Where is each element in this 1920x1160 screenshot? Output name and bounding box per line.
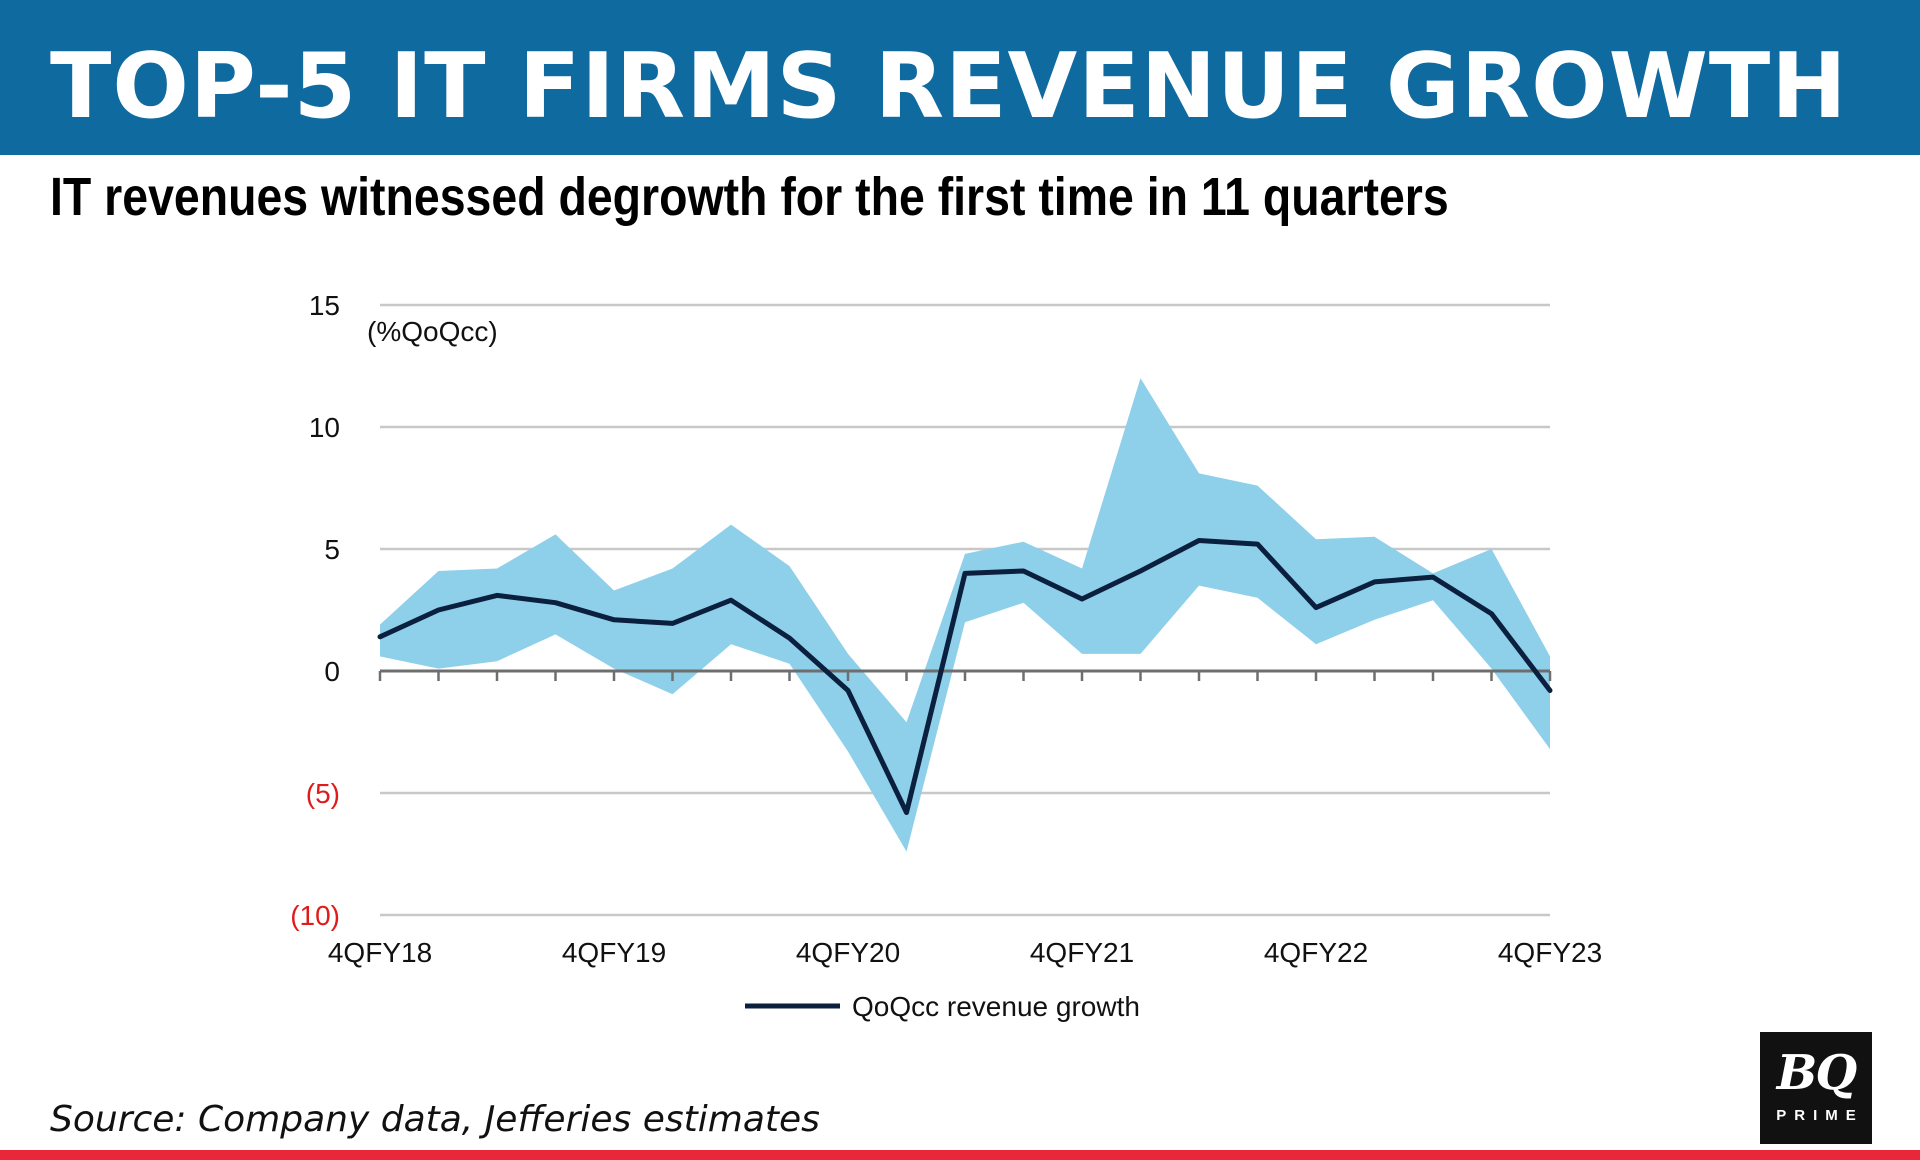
y-tick-labels: 15 10 5 0 (5) (10) bbox=[290, 290, 340, 931]
source-note: Source: Company data, Jefferies estimate… bbox=[50, 1099, 820, 1140]
logo-main-text: BQ bbox=[1776, 1045, 1857, 1101]
y-tick-label: (5) bbox=[306, 778, 340, 809]
logo-sub-text: PRIME bbox=[1776, 1107, 1864, 1124]
zero-axis bbox=[378, 669, 1552, 681]
y-tick-label: 5 bbox=[324, 534, 340, 565]
legend-label: QoQcc revenue growth bbox=[852, 991, 1140, 1022]
page-title: TOP-5 IT FIRMS REVENUE GROWTH bbox=[50, 34, 1848, 139]
y-tick-label: (10) bbox=[290, 900, 340, 931]
x-tick-label: 4QFY21 bbox=[1030, 937, 1134, 968]
chart-subtitle: IT revenues witnessed degrowth for the f… bbox=[50, 167, 1449, 227]
title-banner: TOP-5 IT FIRMS REVENUE GROWTH bbox=[0, 0, 1920, 155]
growth-line-layer bbox=[377, 538, 1553, 815]
y-unit-label: (%QoQcc) bbox=[367, 316, 498, 347]
range-band bbox=[380, 378, 1550, 852]
y-tick-label: 10 bbox=[309, 412, 340, 443]
x-tick-label: 4QFY20 bbox=[796, 937, 900, 968]
y-tick-label: 15 bbox=[309, 290, 340, 321]
growth-line bbox=[377, 538, 1553, 815]
bottom-accent-bar bbox=[0, 1150, 1920, 1160]
chart-legend: QoQcc revenue growth bbox=[745, 991, 1140, 1022]
x-tick-label: 4QFY19 bbox=[562, 937, 666, 968]
x-tick-labels: 4QFY18 4QFY19 4QFY20 4QFY21 4QFY22 4QFY23 bbox=[328, 937, 1602, 968]
x-tick-label: 4QFY23 bbox=[1498, 937, 1602, 968]
y-tick-label: 0 bbox=[324, 656, 340, 687]
bq-prime-logo: BQ PRIME bbox=[1760, 1032, 1872, 1144]
x-tick-label: 4QFY18 bbox=[328, 937, 432, 968]
x-tick-label: 4QFY22 bbox=[1264, 937, 1368, 968]
gridlines bbox=[380, 303, 1550, 917]
range-band-layer bbox=[380, 378, 1550, 852]
